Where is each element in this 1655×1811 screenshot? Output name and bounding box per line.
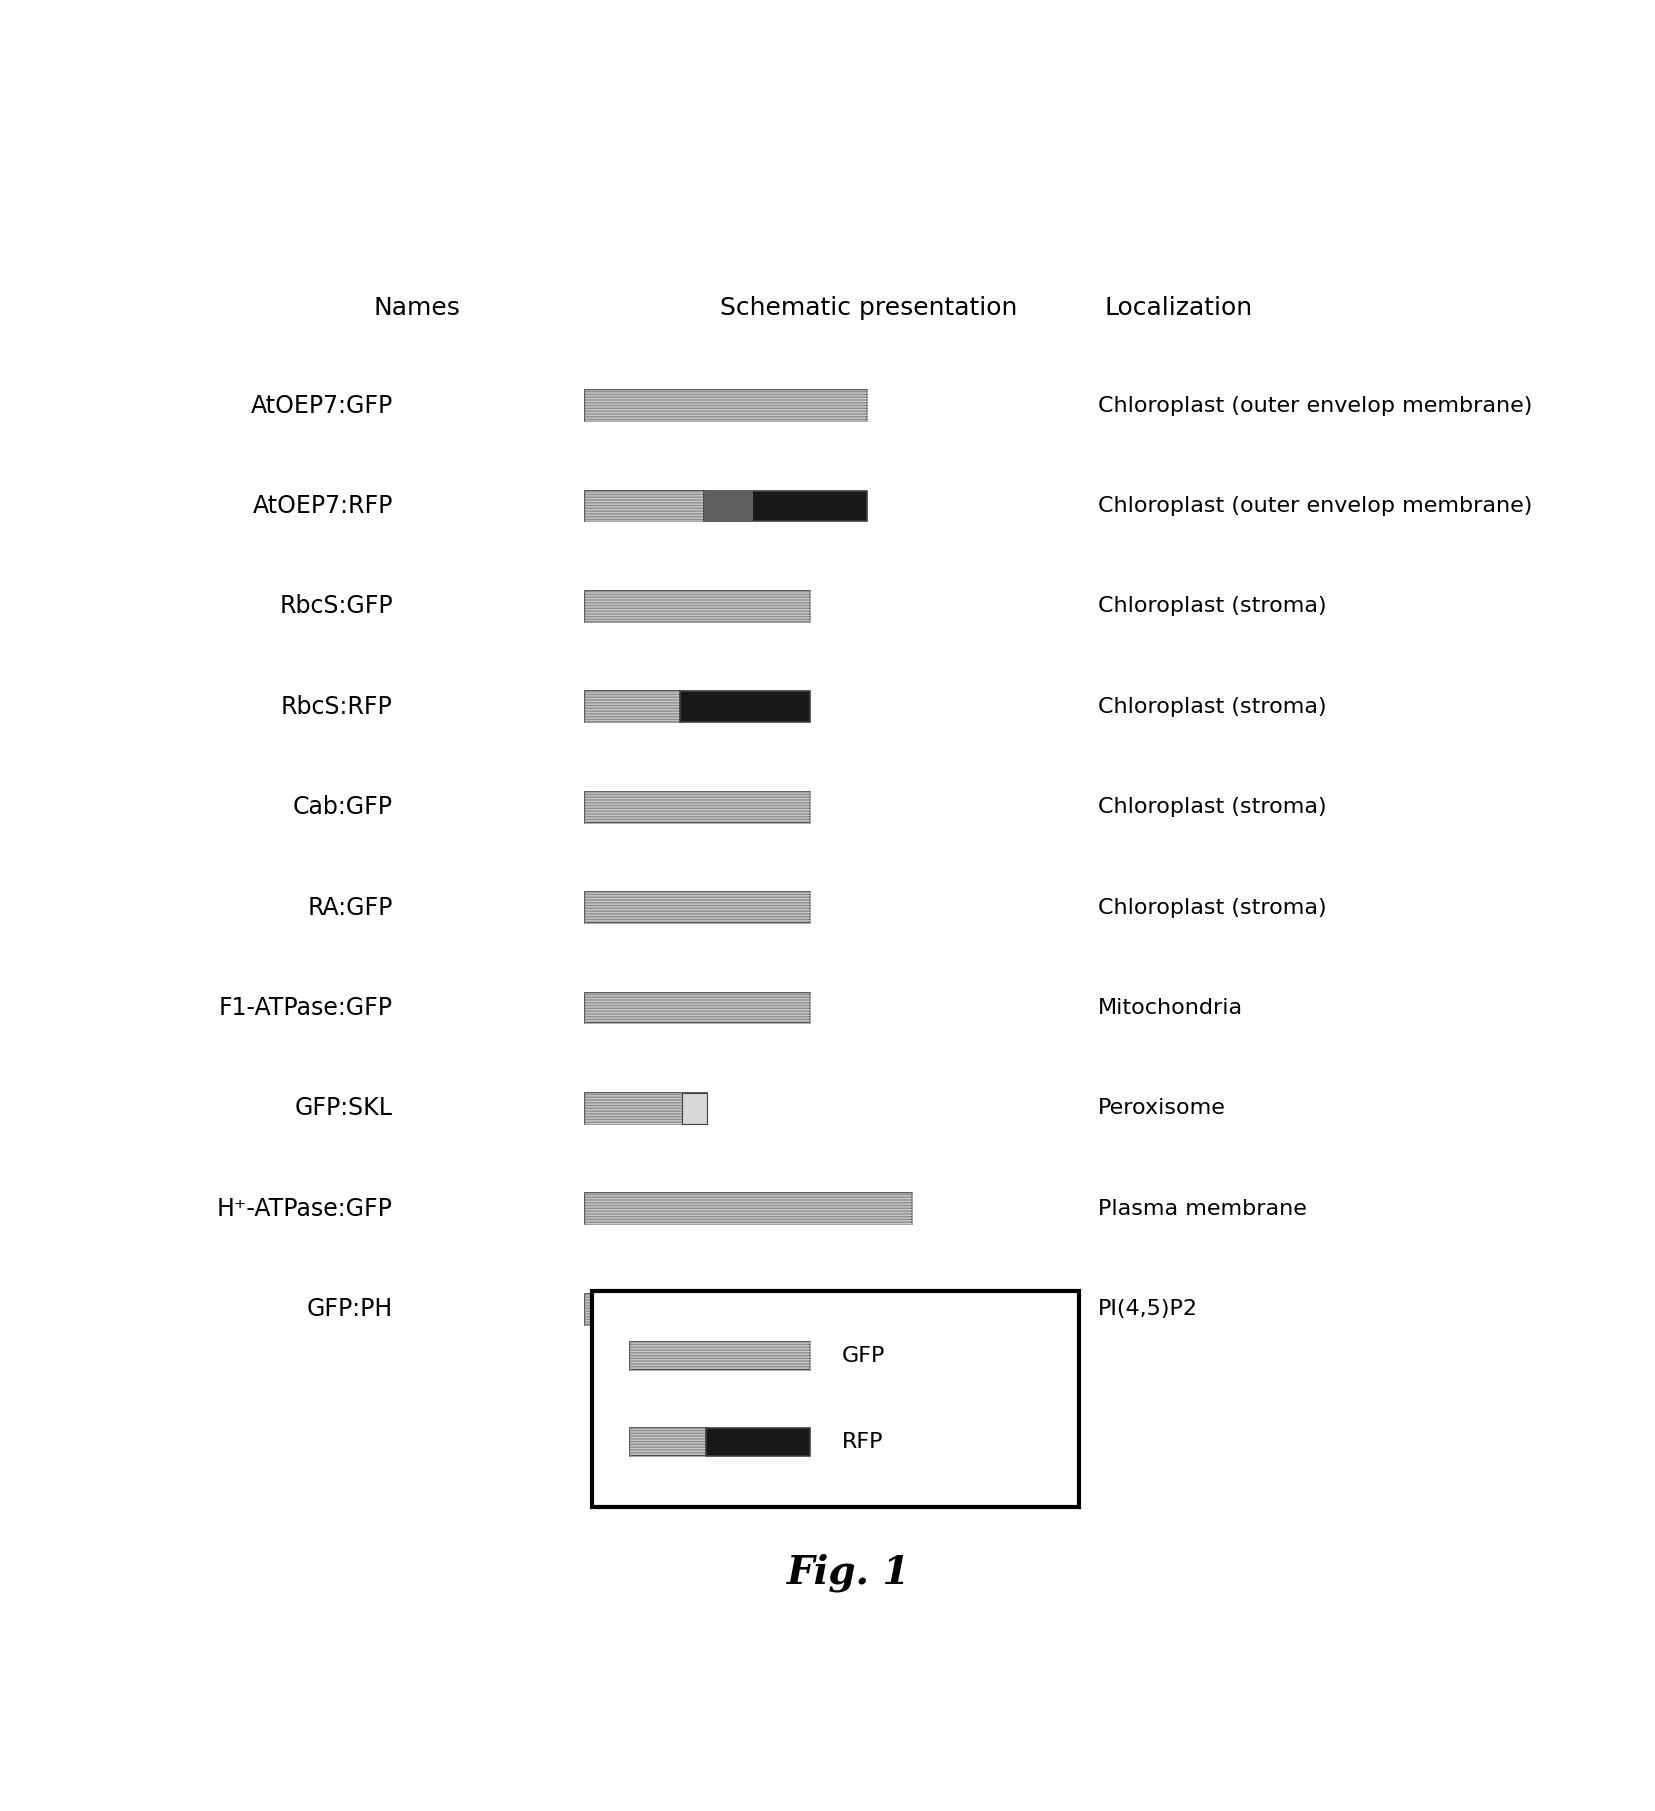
Text: GFP: GFP: [842, 1346, 885, 1365]
Bar: [725, 1293, 809, 1324]
Bar: [705, 1429, 809, 1456]
Text: Chloroplast (outer envelop membrane): Chloroplast (outer envelop membrane): [1099, 395, 1533, 415]
Bar: [586, 893, 809, 924]
Text: RFP: RFP: [842, 1433, 884, 1452]
Bar: [586, 791, 809, 822]
Text: AtOEP7:RFP: AtOEP7:RFP: [253, 494, 392, 518]
Bar: [586, 1094, 707, 1123]
Bar: [586, 692, 680, 723]
Text: RbcS:GFP: RbcS:GFP: [280, 594, 392, 618]
Bar: [682, 1094, 707, 1123]
Text: AtOEP7:GFP: AtOEP7:GFP: [250, 393, 392, 418]
Bar: [586, 389, 867, 420]
Bar: [586, 1193, 912, 1224]
Text: Localization: Localization: [1106, 295, 1253, 321]
Bar: [586, 893, 809, 924]
Bar: [586, 590, 809, 621]
Bar: [586, 491, 703, 522]
Text: RA:GFP: RA:GFP: [308, 896, 392, 920]
Bar: [725, 1293, 809, 1324]
Text: Fig. 1: Fig. 1: [786, 1554, 910, 1592]
Text: Plasma membrane: Plasma membrane: [1099, 1199, 1307, 1219]
Bar: [703, 491, 753, 522]
Bar: [586, 992, 809, 1023]
Bar: [631, 1342, 809, 1369]
Bar: [631, 1342, 809, 1369]
Bar: [631, 1429, 705, 1456]
Bar: [586, 791, 809, 822]
Text: F1-ATPase:GFP: F1-ATPase:GFP: [218, 996, 392, 1020]
Bar: [586, 1094, 707, 1123]
Text: Mitochondria: Mitochondria: [1099, 998, 1243, 1018]
Text: Chloroplast (stroma): Chloroplast (stroma): [1099, 898, 1327, 918]
Text: GFP:PH: GFP:PH: [306, 1297, 392, 1322]
Text: Cab:GFP: Cab:GFP: [293, 795, 392, 819]
Text: Chloroplast (outer envelop membrane): Chloroplast (outer envelop membrane): [1099, 496, 1533, 516]
Bar: [586, 692, 680, 723]
Bar: [586, 992, 809, 1023]
Bar: [586, 389, 867, 420]
Bar: [586, 491, 703, 522]
Bar: [586, 590, 809, 621]
Text: Peroxisome: Peroxisome: [1099, 1099, 1226, 1119]
Text: Schematic presentation: Schematic presentation: [720, 295, 1018, 321]
Text: Chloroplast (stroma): Chloroplast (stroma): [1099, 596, 1327, 616]
Text: PI(4,5)P2: PI(4,5)P2: [1099, 1298, 1198, 1318]
Text: H⁺-ATPase:GFP: H⁺-ATPase:GFP: [217, 1197, 392, 1221]
Text: GFP:SKL: GFP:SKL: [295, 1096, 392, 1121]
Bar: [680, 692, 809, 723]
Bar: [586, 1293, 725, 1324]
Bar: [631, 1429, 705, 1456]
Bar: [586, 1293, 725, 1324]
Text: Chloroplast (stroma): Chloroplast (stroma): [1099, 797, 1327, 817]
Text: Names: Names: [374, 295, 460, 321]
Text: RbcS:RFP: RbcS:RFP: [281, 695, 392, 719]
Bar: [703, 491, 867, 522]
Bar: [586, 1193, 912, 1224]
Bar: [591, 1291, 1079, 1507]
Text: Chloroplast (stroma): Chloroplast (stroma): [1099, 697, 1327, 717]
